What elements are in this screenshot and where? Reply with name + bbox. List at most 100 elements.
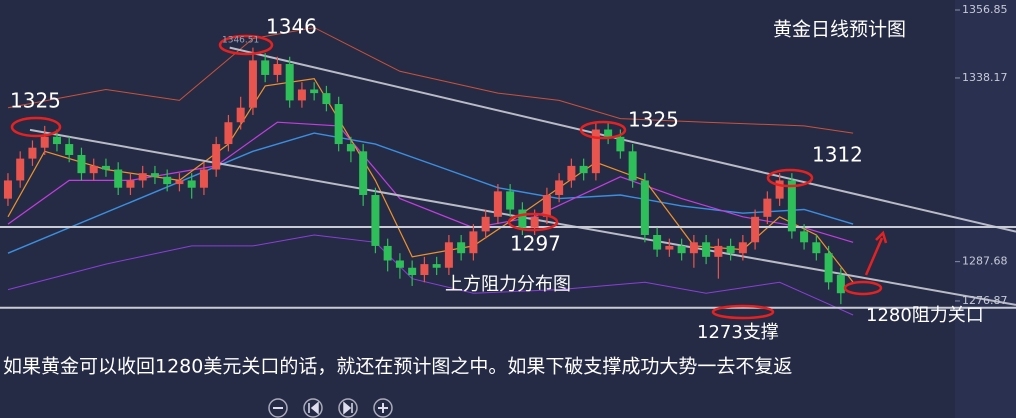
candle-body (457, 242, 466, 254)
candle-body (665, 245, 674, 250)
highlight-ellipse (218, 34, 274, 56)
highlight-ellipse (10, 116, 62, 138)
candle-body (824, 253, 833, 283)
highlight-ellipse (507, 212, 559, 232)
candle-body (212, 144, 221, 170)
y-tick-label: 1356.85 (962, 3, 1008, 16)
candle-body (653, 235, 662, 250)
candle-body (432, 264, 441, 268)
candle-body (346, 144, 355, 152)
candle-body (775, 180, 784, 199)
candle-body (738, 242, 747, 254)
annotation: 1346 (266, 15, 317, 39)
candle-body (297, 89, 306, 101)
candle-body (236, 107, 245, 123)
candle-body (408, 267, 417, 276)
candle-body (16, 158, 25, 181)
highlight-ellipse (579, 120, 627, 140)
candle-body (751, 216, 760, 243)
candle-body (261, 60, 270, 75)
candle-body (542, 194, 551, 217)
candle-body (530, 216, 539, 228)
candle-body (591, 129, 600, 174)
candle-body (579, 165, 588, 174)
candle-body (101, 165, 110, 170)
candle-body (273, 64, 282, 75)
annotation: 1346.51 (222, 36, 259, 46)
chart-title: 黄金日线预计图 (773, 19, 906, 41)
highlight-ellipse (766, 168, 814, 188)
candle-body (444, 242, 453, 268)
candle-body (787, 180, 796, 232)
annotation: 1273支撑 (697, 322, 779, 343)
candle-body (677, 245, 686, 254)
candle-body (420, 264, 429, 276)
previous-button[interactable] (303, 398, 323, 418)
candle-body (616, 136, 625, 152)
candle-body (689, 242, 698, 254)
annotation: 1312 (812, 143, 863, 167)
candle-body (3, 180, 12, 199)
highlight-ellipse (843, 280, 883, 296)
highlight-ellipse (711, 304, 775, 320)
y-tick-label: 1276.87 (962, 294, 1008, 307)
candle-body (40, 136, 49, 148)
arrow (864, 230, 888, 276)
annotation: 上方阻力分布图 (445, 274, 571, 295)
candle-body (248, 60, 257, 108)
candle-body (322, 93, 331, 105)
candle-body (800, 231, 809, 243)
candle-body (469, 231, 478, 254)
annotation: 1297 (510, 232, 561, 256)
candle-body (310, 89, 319, 94)
candle-body (199, 169, 208, 188)
candle-body (726, 245, 735, 254)
candle-body (836, 275, 845, 294)
candle-body (285, 64, 294, 101)
candle-body (52, 136, 61, 145)
candle-body (77, 154, 86, 174)
candle-body (640, 180, 649, 236)
candle-body (126, 180, 135, 188)
candle-body (506, 191, 515, 210)
candle-body (138, 173, 147, 181)
candle-body (371, 194, 380, 246)
candle-body (604, 129, 613, 137)
candle-body (163, 176, 172, 185)
candle-body (65, 144, 74, 155)
annotations: 1325 1346 1346.51 1325 1297 1312 上方阻力分布图… (3, 15, 984, 378)
candle-body (224, 122, 233, 145)
candle-body (334, 104, 343, 145)
candle-body (518, 209, 527, 228)
zoom-in-button[interactable] (373, 398, 393, 418)
y-tick-label: 1338.17 (962, 71, 1008, 84)
y-tick-label: 1287.68 (962, 255, 1008, 268)
candle-body (567, 165, 576, 181)
candle-body (481, 216, 490, 232)
candle-body (89, 165, 98, 174)
plot (0, 27, 1016, 316)
candle-body (187, 180, 196, 188)
axis-panel (955, 0, 1016, 418)
candle-body (150, 173, 159, 177)
candle-body (395, 260, 404, 268)
zoom-out-button[interactable] (268, 398, 288, 418)
candle-body (628, 151, 637, 181)
candle-body (175, 180, 184, 185)
caption: 如果黄金可以收回1280美元关口的话，就还在预计图之中。如果下破支撑成功大势一去… (3, 356, 792, 378)
candle-body (714, 245, 723, 257)
candle-body (383, 245, 392, 261)
next-button[interactable] (338, 398, 358, 418)
annotation: 1325 (10, 89, 61, 113)
candle-body (28, 147, 37, 159)
annotation: 1280阻力关口 (866, 305, 984, 326)
candle-body (702, 242, 711, 257)
candle-body (114, 169, 123, 188)
candle-body (493, 191, 502, 217)
playback-controls (268, 398, 393, 418)
candle-body (359, 151, 368, 195)
annotation: 1325 (628, 108, 679, 132)
candle-body (555, 180, 564, 195)
